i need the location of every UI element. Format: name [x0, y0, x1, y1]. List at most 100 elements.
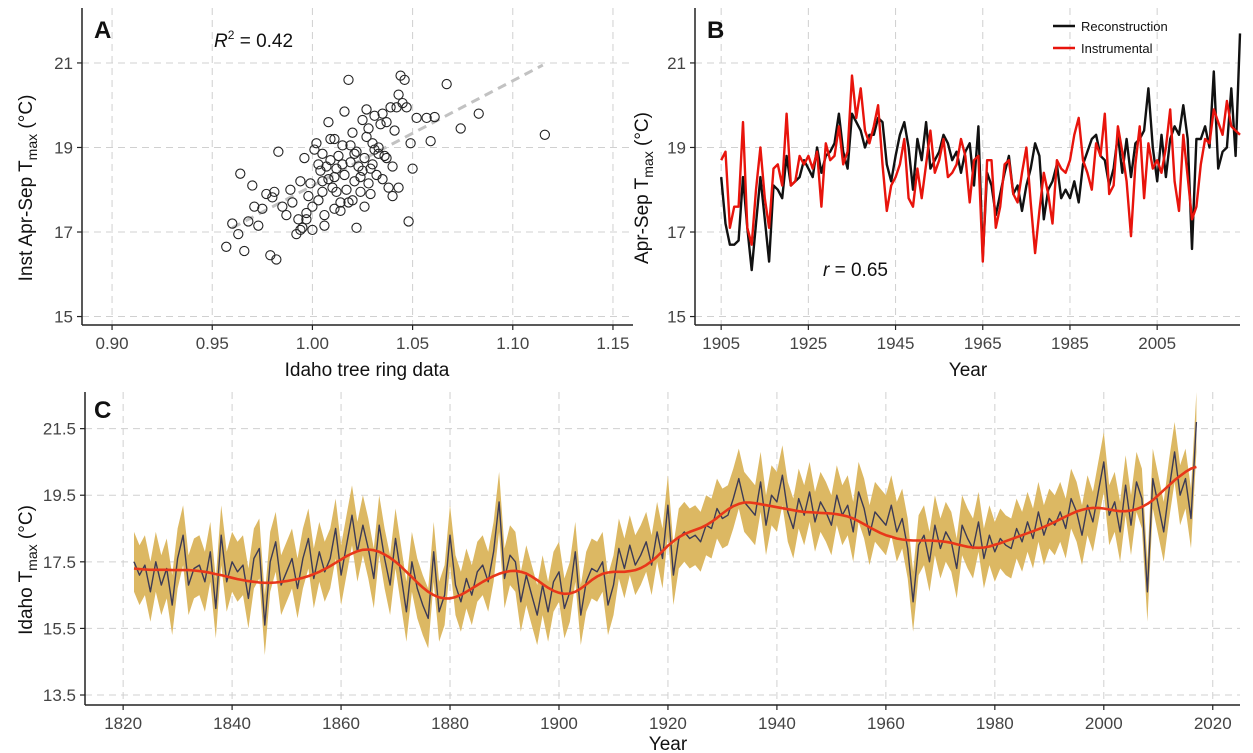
x-tick-label: 1880	[431, 714, 469, 733]
panel-b-letter: B	[707, 17, 724, 44]
scatter-point	[355, 186, 366, 198]
scatter-point	[303, 190, 314, 202]
x-tick-label: 1925	[789, 334, 827, 353]
scatter-point	[381, 152, 392, 164]
scatter-point	[539, 129, 550, 140]
scatter-point	[429, 111, 440, 123]
scatter-point	[389, 125, 400, 136]
scatter-point	[269, 186, 280, 198]
panel-c-axes: 1820 1840 1860 1880 1900 1920 1940 1960 1980 2000…	[43, 392, 1240, 733]
scatter-point	[329, 133, 340, 145]
x-tick-label: 1980	[976, 714, 1014, 733]
scatter-point	[313, 195, 324, 206]
scatter-point	[295, 224, 306, 236]
panel-a-axes: 0.90 0.95 1.00 1.05 1.10 1.15 15 17 19 21	[54, 8, 633, 353]
y-tick-label: 15.5	[43, 619, 76, 638]
x-tick-label: 0.90	[96, 334, 129, 353]
panel-c-y-label-main: Idaho T	[16, 570, 37, 634]
scatter-point	[343, 74, 354, 86]
scatter-point	[323, 174, 334, 185]
scatter-point	[247, 180, 258, 191]
panel-a-fit-line	[231, 63, 544, 230]
panel-b-timeseries: 1905 1925 1945 1965 1985 2005 15 17 19 21 B r = 0…	[632, 8, 1242, 381]
panel-c-y-axis-label: Idaho Tmax (°C)	[16, 505, 40, 635]
panel-c-y-label-unit: (°C)	[16, 505, 37, 544]
series-line-instrumental	[720, 74, 1241, 263]
scatter-point	[349, 148, 360, 159]
scatter-point	[393, 89, 404, 100]
x-tick-label: 0.95	[196, 334, 229, 353]
x-tick-label: 1960	[867, 714, 905, 733]
scatter-point	[329, 171, 340, 183]
scatter-point	[293, 214, 304, 225]
scatter-point	[359, 201, 370, 212]
confidence-band	[134, 392, 1197, 656]
panel-c-letter: C	[94, 397, 111, 424]
scatter-point	[311, 138, 322, 149]
y-tick-label: 21	[54, 54, 73, 73]
scatter-point	[227, 218, 238, 229]
scatter-point	[297, 222, 308, 233]
scatter-point	[257, 203, 268, 214]
scatter-point	[239, 245, 250, 257]
scatter-point	[387, 161, 398, 172]
panel-a-grid	[82, 8, 633, 325]
scatter-point	[261, 188, 272, 200]
y-tick-label: 21	[667, 54, 686, 73]
scatter-point	[377, 108, 388, 119]
scatter-point	[249, 201, 260, 212]
scatter-point	[373, 148, 384, 159]
scatter-point	[233, 228, 244, 240]
panel-a-y-label-sub: max	[24, 134, 40, 160]
panel-a-x-axis-label: Idaho tree ring data	[285, 360, 450, 381]
scatter-point	[287, 197, 298, 208]
x-tick-label: 2005	[1138, 334, 1176, 353]
scatter-point	[401, 102, 412, 113]
panel-c-lines	[133, 421, 1198, 626]
panel-b-r-value: = 0.65	[829, 260, 888, 281]
scatter-point	[335, 205, 346, 217]
panel-a-y-label-unit: (°C)	[16, 95, 37, 134]
panel-a-points	[221, 70, 550, 265]
y-tick-label: 19	[667, 138, 686, 157]
scatter-point	[301, 214, 312, 225]
y-tick-label: 21.5	[43, 420, 76, 439]
scatter-point	[253, 220, 264, 231]
scatter-point	[363, 178, 374, 189]
scatter-point	[277, 201, 288, 212]
scatter-point	[335, 197, 346, 208]
panel-b-axes: 1905 1925 1945 1965 1985 2005 15 17 19 21	[667, 8, 1240, 353]
scatter-point	[339, 106, 350, 117]
x-tick-label: 1965	[964, 334, 1002, 353]
scatter-point	[473, 108, 484, 119]
y-tick-label: 19	[54, 138, 73, 157]
x-tick-label: 1.10	[496, 334, 529, 353]
x-tick-label: 1860	[322, 714, 360, 733]
scatter-point	[365, 188, 376, 200]
scatter-point	[361, 131, 372, 143]
scatter-point	[369, 110, 380, 121]
y-tick-label: 19.5	[43, 486, 76, 505]
scatter-point	[365, 163, 376, 174]
y-tick-label: 17.5	[43, 553, 76, 572]
scatter-point	[307, 201, 318, 212]
panel-b-r-symbol: r	[823, 260, 830, 281]
panel-b-grid	[695, 8, 1240, 325]
panel-b-y-label-sub: max	[640, 151, 656, 177]
scatter-point	[387, 190, 398, 202]
scatter-point	[295, 176, 306, 187]
y-tick-label: 15	[667, 308, 686, 327]
scatter-point	[363, 123, 374, 134]
panel-c-y-label-sub: max	[24, 544, 40, 570]
scatter-point	[411, 112, 422, 124]
x-tick-label: 1820	[104, 714, 142, 733]
scatter-point	[405, 138, 416, 149]
scatter-point	[403, 216, 414, 227]
scatter-point	[399, 74, 410, 86]
scatter-point	[359, 152, 370, 164]
scatter-point	[325, 155, 336, 166]
panel-b-legend: Reconstruction Instrumental	[1053, 19, 1168, 56]
legend-label-instrumental: Instrumental	[1081, 41, 1153, 56]
y-tick-label: 13.5	[43, 686, 76, 705]
